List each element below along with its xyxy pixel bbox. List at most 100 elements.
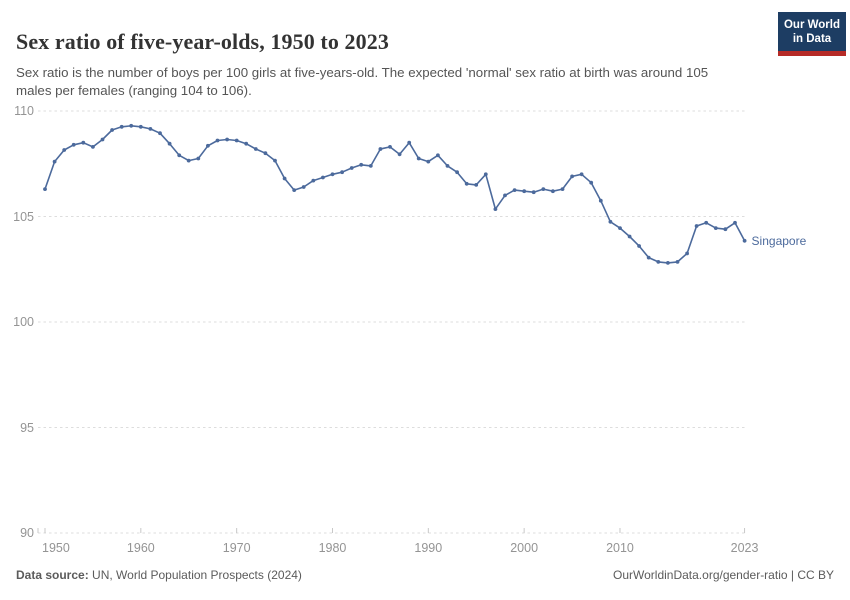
data-point[interactable] bbox=[483, 172, 488, 177]
data-point[interactable] bbox=[742, 238, 747, 243]
data-point[interactable] bbox=[225, 137, 230, 142]
data-point[interactable] bbox=[656, 260, 661, 264]
data-point[interactable] bbox=[474, 183, 479, 187]
data-point[interactable] bbox=[186, 158, 191, 163]
data-point[interactable] bbox=[263, 151, 268, 156]
data-point[interactable] bbox=[541, 187, 546, 192]
data-point[interactable] bbox=[512, 188, 517, 193]
data-point[interactable] bbox=[282, 176, 287, 181]
data-point[interactable] bbox=[445, 164, 450, 168]
data-point[interactable] bbox=[416, 156, 421, 161]
data-point[interactable] bbox=[713, 226, 718, 231]
x-axis-tick-2010: 2010 bbox=[606, 541, 634, 555]
data-point[interactable] bbox=[81, 140, 86, 145]
data-point[interactable] bbox=[637, 244, 641, 248]
data-point[interactable] bbox=[349, 166, 354, 170]
data-point[interactable] bbox=[158, 131, 162, 136]
data-point[interactable] bbox=[589, 180, 594, 185]
chart-title: Sex ratio of five-year-olds, 1950 to 202… bbox=[16, 28, 389, 54]
data-point[interactable] bbox=[368, 164, 373, 168]
data-point[interactable] bbox=[177, 153, 182, 158]
owid-logo[interactable]: Our World in Data bbox=[778, 12, 846, 56]
data-point[interactable] bbox=[675, 260, 680, 264]
data-point[interactable] bbox=[522, 189, 527, 194]
data-point[interactable] bbox=[119, 124, 124, 129]
data-point[interactable] bbox=[694, 224, 699, 228]
data-source-text: UN, World Population Prospects (2024) bbox=[88, 568, 302, 582]
data-point[interactable] bbox=[359, 162, 364, 167]
data-point[interactable] bbox=[100, 137, 105, 142]
data-point[interactable] bbox=[71, 142, 76, 147]
x-axis-tick-1950: 1950 bbox=[42, 541, 70, 555]
data-point[interactable] bbox=[407, 140, 412, 145]
data-point[interactable] bbox=[579, 172, 584, 177]
data-point[interactable] bbox=[340, 170, 344, 175]
data-point[interactable] bbox=[196, 156, 201, 161]
data-point[interactable] bbox=[723, 227, 728, 232]
line-series-singapore[interactable] bbox=[43, 123, 747, 265]
data-point[interactable] bbox=[52, 159, 57, 164]
data-point[interactable] bbox=[273, 158, 277, 163]
data-point[interactable] bbox=[455, 170, 459, 175]
data-point[interactable] bbox=[148, 126, 153, 131]
data-point[interactable] bbox=[244, 141, 249, 146]
chart-subtitle: Sex ratio is the number of boys per 100 … bbox=[16, 65, 709, 99]
data-point[interactable] bbox=[301, 185, 306, 189]
data-point[interactable] bbox=[436, 153, 440, 158]
data-point[interactable] bbox=[311, 178, 316, 183]
data-point[interactable] bbox=[493, 207, 498, 212]
data-point[interactable] bbox=[321, 175, 325, 180]
y-axis-tick-105: 105 bbox=[13, 209, 34, 224]
data-point[interactable] bbox=[110, 128, 114, 132]
data-source-label: Data source: bbox=[16, 568, 89, 582]
data-point[interactable] bbox=[91, 145, 95, 149]
data-point[interactable] bbox=[388, 145, 392, 149]
data-point[interactable] bbox=[618, 226, 622, 231]
data-point[interactable] bbox=[253, 147, 258, 151]
data-source-note: Data source: UN, World Population Prospe… bbox=[16, 568, 302, 582]
data-point[interactable] bbox=[733, 220, 737, 225]
y-axis-tick-100: 100 bbox=[13, 315, 34, 329]
y-axis-tick-110: 110 bbox=[14, 104, 34, 118]
data-point[interactable] bbox=[397, 152, 402, 157]
chart-footer: Data source: UN, World Population Prospe… bbox=[16, 568, 834, 582]
data-point[interactable] bbox=[608, 219, 613, 224]
x-axis-tick-2023: 2023 bbox=[730, 541, 759, 555]
data-point[interactable] bbox=[62, 148, 67, 152]
data-point[interactable] bbox=[215, 138, 220, 143]
data-point[interactable] bbox=[570, 174, 574, 179]
data-point[interactable] bbox=[666, 261, 670, 265]
data-point[interactable] bbox=[598, 198, 603, 203]
data-point[interactable] bbox=[704, 220, 709, 225]
x-axis-tick-2000: 2000 bbox=[510, 541, 539, 555]
x-axis-tick-1980: 1980 bbox=[318, 541, 347, 555]
data-point[interactable] bbox=[426, 159, 431, 164]
data-point[interactable] bbox=[464, 181, 469, 186]
singapore-line[interactable] bbox=[44, 125, 746, 264]
data-point[interactable] bbox=[627, 234, 632, 239]
data-point[interactable] bbox=[129, 123, 134, 128]
data-point[interactable] bbox=[234, 138, 239, 143]
data-point[interactable] bbox=[560, 187, 565, 192]
data-point[interactable] bbox=[551, 189, 555, 194]
x-axis-tick-1970: 1970 bbox=[222, 541, 251, 555]
series-label-singapore[interactable]: Singapore bbox=[751, 233, 807, 248]
data-point[interactable] bbox=[292, 188, 297, 193]
data-point[interactable] bbox=[330, 172, 335, 177]
data-point[interactable] bbox=[503, 193, 507, 198]
data-point[interactable] bbox=[167, 141, 172, 146]
license-note: OurWorldinData.org/gender-ratio | CC BY bbox=[613, 568, 834, 582]
data-point[interactable] bbox=[378, 147, 383, 151]
x-axis-tick-1960: 1960 bbox=[126, 541, 155, 555]
owid-logo-red-bar bbox=[778, 51, 846, 56]
data-point[interactable] bbox=[43, 187, 47, 192]
data-point[interactable] bbox=[531, 190, 536, 195]
data-point[interactable] bbox=[138, 124, 143, 129]
owid-logo-text: Our World in Data bbox=[778, 12, 846, 51]
data-point[interactable] bbox=[646, 255, 651, 260]
data-point[interactable] bbox=[206, 143, 210, 148]
x-axis-tick-1990: 1990 bbox=[414, 541, 443, 555]
data-point[interactable] bbox=[685, 251, 689, 256]
